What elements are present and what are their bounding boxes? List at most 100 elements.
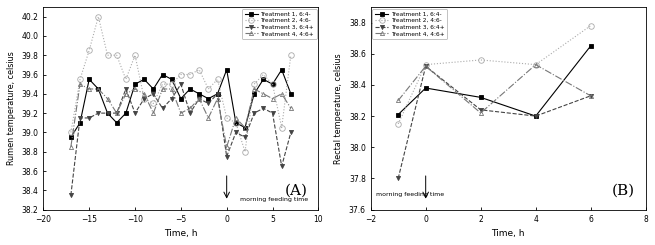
Treatment 1, 6:4- xyxy=(259,78,267,81)
Treatment 4, 4:6+ xyxy=(103,97,111,100)
Treatment 3, 6:4+ xyxy=(159,107,166,110)
Treatment 1, 6:4- xyxy=(67,136,75,139)
Treatment 3, 6:4+ xyxy=(214,92,221,95)
Treatment 3, 6:4+ xyxy=(477,108,485,111)
Line: Treatment 1, 6:4-: Treatment 1, 6:4- xyxy=(396,44,593,118)
Treatment 1, 6:4- xyxy=(232,121,240,124)
Treatment 1, 6:4- xyxy=(122,112,130,115)
Treatment 1, 6:4- xyxy=(250,92,258,95)
Line: Treatment 4, 4:6+: Treatment 4, 4:6+ xyxy=(69,82,293,149)
Treatment 4, 4:6+ xyxy=(177,112,185,115)
Y-axis label: Rectal temperature, celsius: Rectal temperature, celsius xyxy=(334,53,343,164)
Treatment 2, 4:6- xyxy=(168,83,176,86)
Treatment 2, 4:6- xyxy=(223,116,231,119)
X-axis label: Time, h: Time, h xyxy=(491,229,525,238)
Treatment 2, 4:6- xyxy=(204,87,212,90)
Treatment 1, 6:4- xyxy=(103,112,111,115)
Treatment 3, 6:4+ xyxy=(532,115,540,118)
Treatment 3, 6:4+ xyxy=(168,97,176,100)
Treatment 2, 4:6- xyxy=(113,54,121,57)
Treatment 2, 4:6- xyxy=(477,59,485,61)
Treatment 3, 6:4+ xyxy=(67,194,75,197)
Treatment 2, 4:6- xyxy=(122,78,130,81)
Treatment 3, 6:4+ xyxy=(587,94,595,97)
Treatment 2, 4:6- xyxy=(159,83,166,86)
Treatment 1, 6:4- xyxy=(269,83,276,86)
Treatment 3, 6:4+ xyxy=(113,112,121,115)
Treatment 2, 4:6- xyxy=(587,24,595,27)
Treatment 2, 4:6- xyxy=(67,131,75,134)
Treatment 2, 4:6- xyxy=(269,83,276,86)
Treatment 2, 4:6- xyxy=(394,122,402,125)
Treatment 2, 4:6- xyxy=(259,73,267,76)
Line: Treatment 3, 6:4+: Treatment 3, 6:4+ xyxy=(396,64,593,181)
Line: Treatment 3, 6:4+: Treatment 3, 6:4+ xyxy=(69,82,293,197)
Treatment 4, 4:6+ xyxy=(259,92,267,95)
Treatment 3, 6:4+ xyxy=(140,97,148,100)
Treatment 4, 4:6+ xyxy=(168,87,176,90)
Treatment 4, 4:6+ xyxy=(241,126,249,129)
Treatment 1, 6:4- xyxy=(278,68,286,71)
Treatment 2, 4:6- xyxy=(149,102,157,105)
Treatment 3, 6:4+ xyxy=(241,136,249,139)
Treatment 4, 4:6+ xyxy=(140,92,148,95)
Y-axis label: Rumen temperature, celsius: Rumen temperature, celsius xyxy=(7,51,16,165)
Treatment 4, 4:6+ xyxy=(204,116,212,119)
Treatment 1, 6:4- xyxy=(223,68,231,71)
Treatment 4, 4:6+ xyxy=(394,99,402,102)
Treatment 1, 6:4- xyxy=(113,121,121,124)
Treatment 2, 4:6- xyxy=(287,54,295,57)
Treatment 4, 4:6+ xyxy=(186,107,194,110)
Treatment 4, 4:6+ xyxy=(278,92,286,95)
Treatment 3, 6:4+ xyxy=(259,107,267,110)
Treatment 2, 4:6- xyxy=(422,63,430,66)
Treatment 4, 4:6+ xyxy=(532,63,540,66)
Treatment 1, 6:4- xyxy=(287,92,295,95)
Treatment 1, 6:4- xyxy=(477,96,485,99)
Treatment 4, 4:6+ xyxy=(85,87,93,90)
Treatment 3, 6:4+ xyxy=(204,102,212,105)
Treatment 3, 6:4+ xyxy=(186,112,194,115)
Treatment 4, 4:6+ xyxy=(250,87,258,90)
Line: Treatment 2, 4:6-: Treatment 2, 4:6- xyxy=(68,14,293,155)
Treatment 1, 6:4- xyxy=(422,86,430,89)
Treatment 3, 6:4+ xyxy=(195,97,203,100)
Treatment 1, 6:4- xyxy=(149,87,157,90)
Text: (B): (B) xyxy=(612,184,635,197)
Treatment 3, 6:4+ xyxy=(177,83,185,86)
Treatment 4, 4:6+ xyxy=(76,83,84,86)
Treatment 2, 4:6- xyxy=(241,150,249,153)
Treatment 1, 6:4- xyxy=(85,78,93,81)
Line: Treatment 1, 6:4-: Treatment 1, 6:4- xyxy=(69,68,293,139)
Treatment 1, 6:4- xyxy=(76,121,84,124)
Treatment 4, 4:6+ xyxy=(587,94,595,97)
Treatment 4, 4:6+ xyxy=(113,112,121,115)
Treatment 3, 6:4+ xyxy=(85,116,93,119)
Text: morning feeding time: morning feeding time xyxy=(240,197,309,202)
Legend: Treatment 1, 6:4-, Treatment 2, 4:6-, Treatment 3, 6:4+, Treatment 4, 4:6+: Treatment 1, 6:4-, Treatment 2, 4:6-, Tr… xyxy=(373,9,447,39)
Treatment 4, 4:6+ xyxy=(159,87,166,90)
Treatment 3, 6:4+ xyxy=(76,116,84,119)
Treatment 1, 6:4- xyxy=(140,78,148,81)
Treatment 2, 4:6- xyxy=(85,49,93,52)
Treatment 1, 6:4- xyxy=(94,87,102,90)
Treatment 1, 6:4- xyxy=(204,97,212,100)
Treatment 2, 4:6- xyxy=(103,54,111,57)
Treatment 1, 6:4- xyxy=(195,92,203,95)
Treatment 2, 4:6- xyxy=(76,78,84,81)
Treatment 1, 6:4- xyxy=(177,97,185,100)
Treatment 3, 6:4+ xyxy=(287,131,295,134)
Treatment 1, 6:4- xyxy=(532,115,540,118)
Treatment 4, 4:6+ xyxy=(131,87,139,90)
Treatment 3, 6:4+ xyxy=(223,155,231,158)
Treatment 2, 4:6- xyxy=(140,97,148,100)
Treatment 4, 4:6+ xyxy=(269,97,276,100)
X-axis label: Time, h: Time, h xyxy=(164,229,198,238)
Treatment 2, 4:6- xyxy=(94,15,102,18)
Legend: Treatment 1, 6:4-, Treatment 2, 4:6-, Treatment 3, 6:4+, Treatment 4, 4:6+: Treatment 1, 6:4-, Treatment 2, 4:6-, Tr… xyxy=(242,9,316,39)
Treatment 2, 4:6- xyxy=(195,68,203,71)
Treatment 4, 4:6+ xyxy=(223,146,231,148)
Treatment 4, 4:6+ xyxy=(195,97,203,100)
Treatment 2, 4:6- xyxy=(532,63,540,66)
Treatment 3, 6:4+ xyxy=(394,177,402,180)
